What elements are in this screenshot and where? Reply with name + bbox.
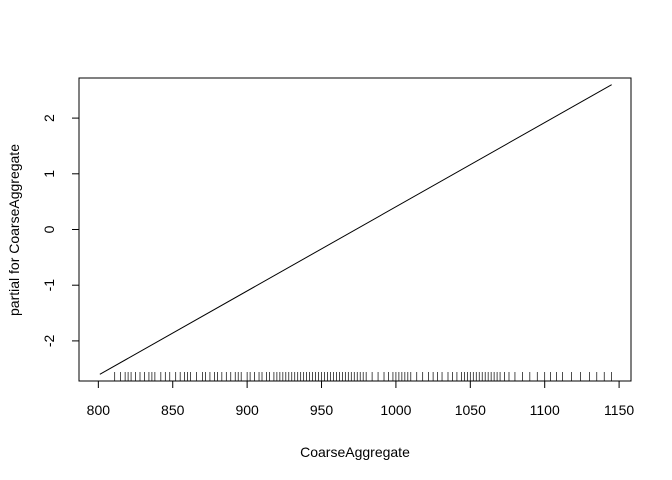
y-tick-label: 1 <box>41 170 57 178</box>
x-tick-label: 1150 <box>604 402 634 418</box>
partial-line <box>99 84 612 375</box>
y-axis: -2 -1 0 1 2 <box>41 114 80 347</box>
y-axis-title: partial for CoarseAggregate <box>6 144 22 316</box>
x-tick-label: 850 <box>161 402 185 418</box>
x-tick-label: 1100 <box>530 402 560 418</box>
y-tick-label: 2 <box>41 114 57 122</box>
x-tick-label: 950 <box>310 402 334 418</box>
x-axis: 800 850 900 950 1000 1050 1100 1150 <box>87 380 634 418</box>
x-tick-label: 800 <box>87 402 111 418</box>
x-axis-title: CoarseAggregate <box>300 444 410 460</box>
x-tick-label: 900 <box>235 402 259 418</box>
y-tick-label: 0 <box>41 225 57 233</box>
rug-marks <box>114 372 613 381</box>
y-tick-label: -1 <box>41 279 57 292</box>
series-lines <box>99 84 612 375</box>
x-tick-label: 1050 <box>455 402 486 418</box>
y-tick-label: -2 <box>41 334 57 347</box>
x-tick-label: 1000 <box>380 402 411 418</box>
